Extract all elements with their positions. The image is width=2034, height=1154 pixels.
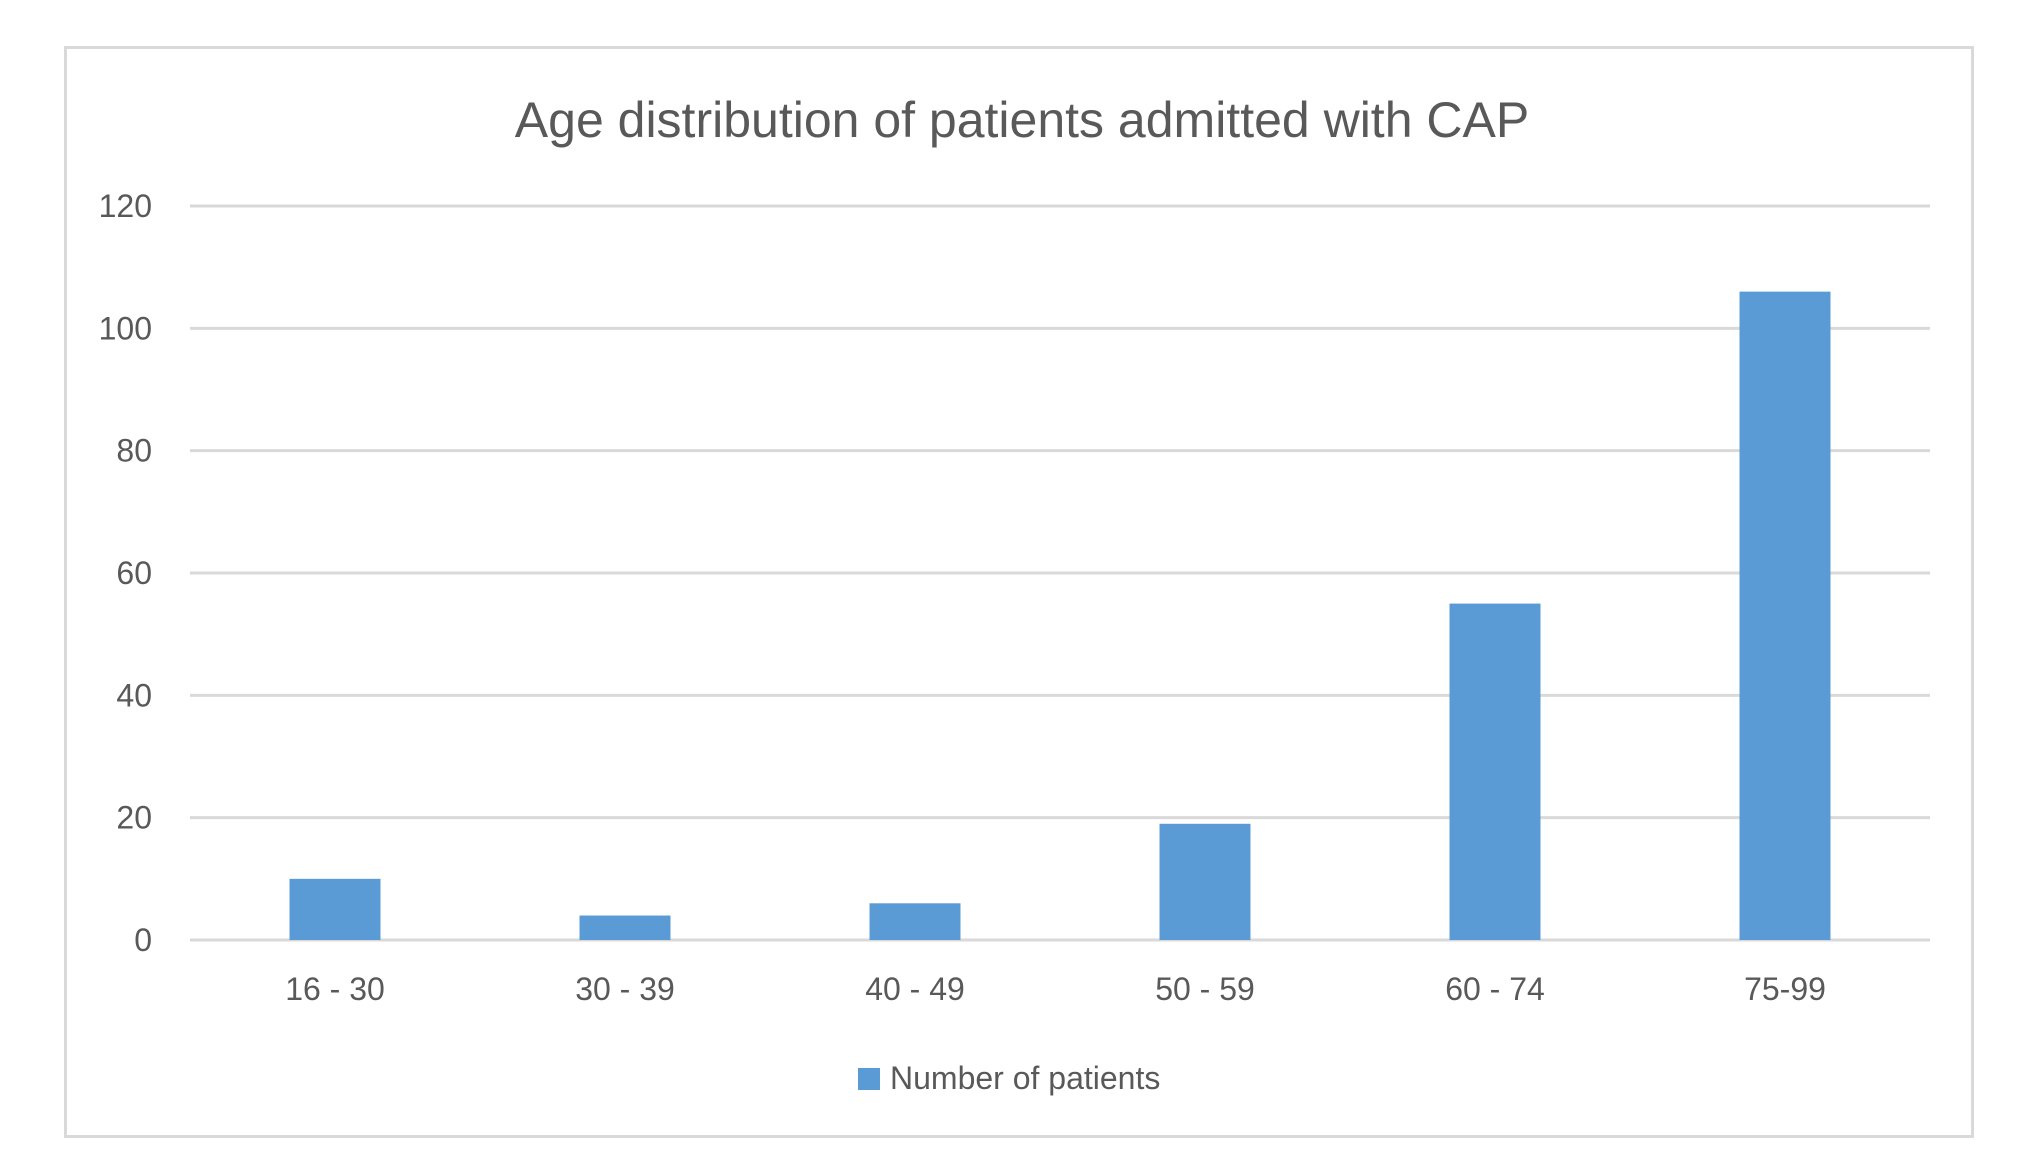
y-axis-tick-labels: 0 20 40 60 80 100 120 bbox=[99, 188, 152, 958]
bar-50-59 bbox=[1159, 823, 1251, 940]
bars bbox=[289, 291, 1831, 941]
y-tick-label: 100 bbox=[99, 310, 152, 346]
x-tick-label: 16 - 30 bbox=[285, 971, 385, 1007]
y-tick-label: 20 bbox=[116, 800, 152, 836]
chart-title: Age distribution of patients admitted wi… bbox=[515, 92, 1529, 148]
bar-30-39 bbox=[579, 915, 671, 940]
chart-frame bbox=[64, 46, 1974, 1138]
x-tick-label: 75-99 bbox=[1744, 971, 1826, 1007]
bar-16-30 bbox=[289, 878, 381, 940]
y-tick-label: 60 bbox=[116, 555, 152, 591]
bar-60-74 bbox=[1449, 603, 1541, 940]
x-axis-tick-labels: 16 - 30 30 - 39 40 - 49 50 - 59 60 - 74 75-99 bbox=[285, 971, 1826, 1007]
legend-swatch bbox=[858, 1068, 880, 1090]
legend-label: Number of patients bbox=[890, 1060, 1160, 1096]
y-tick-label: 120 bbox=[99, 188, 152, 224]
y-tick-label: 0 bbox=[134, 922, 152, 958]
x-tick-label: 60 - 74 bbox=[1445, 971, 1545, 1007]
y-tick-label: 80 bbox=[116, 433, 152, 469]
x-tick-label: 30 - 39 bbox=[575, 971, 675, 1007]
y-tick-label: 40 bbox=[116, 677, 152, 713]
x-tick-label: 50 - 59 bbox=[1155, 971, 1255, 1007]
bar-40-49 bbox=[869, 903, 961, 940]
bar-75-99 bbox=[1739, 291, 1831, 941]
legend: Number of patients bbox=[858, 1060, 1160, 1096]
x-tick-label: 40 - 49 bbox=[865, 971, 965, 1007]
gridlines bbox=[190, 204, 1930, 942]
